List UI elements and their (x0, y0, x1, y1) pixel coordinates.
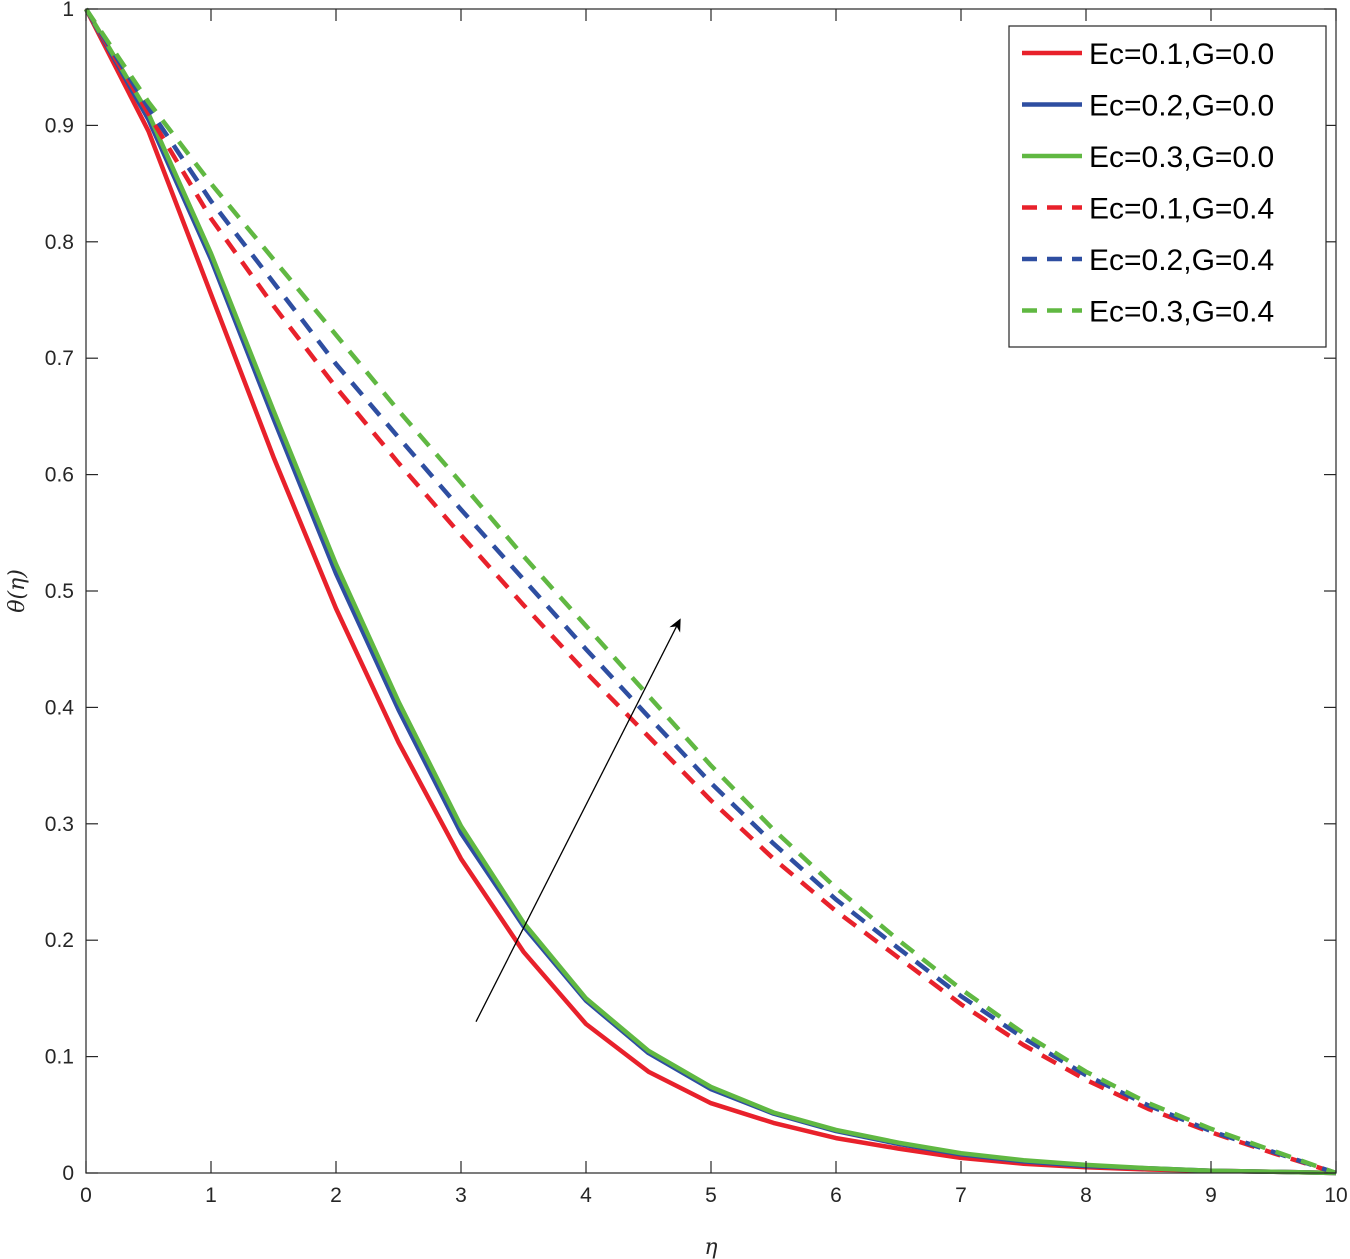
y-tick-label: 0.8 (45, 231, 74, 254)
series-line-5 (84, 7, 1337, 1176)
y-tick-label: 0.6 (45, 464, 74, 487)
x-tick-label: 5 (705, 1184, 717, 1207)
y-tick-label: 0.4 (45, 696, 75, 719)
x-tick-label: 1 (205, 1184, 217, 1207)
y-tick-label: 0.1 (45, 1046, 74, 1069)
y-tick-label: 0.5 (45, 580, 74, 603)
legend-label: Ec=0.2,G=0.0 (1089, 90, 1274, 123)
legend-box (1008, 25, 1327, 348)
y-tick-label: 0 (62, 1162, 74, 1185)
y-tick-label: 0.2 (45, 929, 74, 952)
annotation-layer (475, 618, 681, 1022)
series-line-4 (84, 7, 1337, 1176)
x-tick-label: 10 (1324, 1184, 1347, 1207)
legend-label: Ec=0.1,G=0.4 (1089, 193, 1274, 226)
x-tick-label: 2 (330, 1184, 342, 1207)
series-line-6 (84, 7, 1337, 1176)
legend-label: Ec=0.1,G=0.0 (1089, 38, 1274, 71)
y-tick-label: 0.7 (45, 347, 74, 370)
y-tick-label: 0.9 (45, 114, 74, 137)
x-tick-label: 3 (455, 1184, 467, 1207)
x-tick-label: 9 (1205, 1184, 1217, 1207)
y-tick-label: 0.3 (45, 813, 74, 836)
legend-label: Ec=0.3,G=0.4 (1089, 296, 1274, 329)
series-line-3 (84, 7, 1337, 1176)
axes-layer: 0 1 2 3 4 5 6 7 8 9 10 0 0.1 0.2 0.3 0.4 0.5 0.6 0.7 0.8 0.9… (45, 0, 1348, 1207)
x-axis-title: η (704, 1235, 717, 1259)
x-tick-label: 6 (830, 1184, 842, 1207)
legend-label: Ec=0.2,G=0.4 (1089, 244, 1274, 277)
y-axis-title: θ(η) (5, 569, 30, 613)
legend: Ec=0.1,G=0.0 Ec=0.2,G=0.0 Ec=0.3,G=0.0 Ec=0… (1008, 25, 1327, 348)
x-tick-label: 0 (80, 1184, 92, 1207)
y-tick-label: 1 (62, 0, 74, 21)
x-tick-label: 7 (955, 1184, 967, 1207)
x-tick-label: 4 (580, 1184, 592, 1207)
x-tick-label: 8 (1080, 1184, 1092, 1207)
legend-label: Ec=0.3,G=0.0 (1089, 141, 1274, 174)
annotation-arrow (475, 618, 681, 1022)
series-layer (83, 7, 1337, 1176)
